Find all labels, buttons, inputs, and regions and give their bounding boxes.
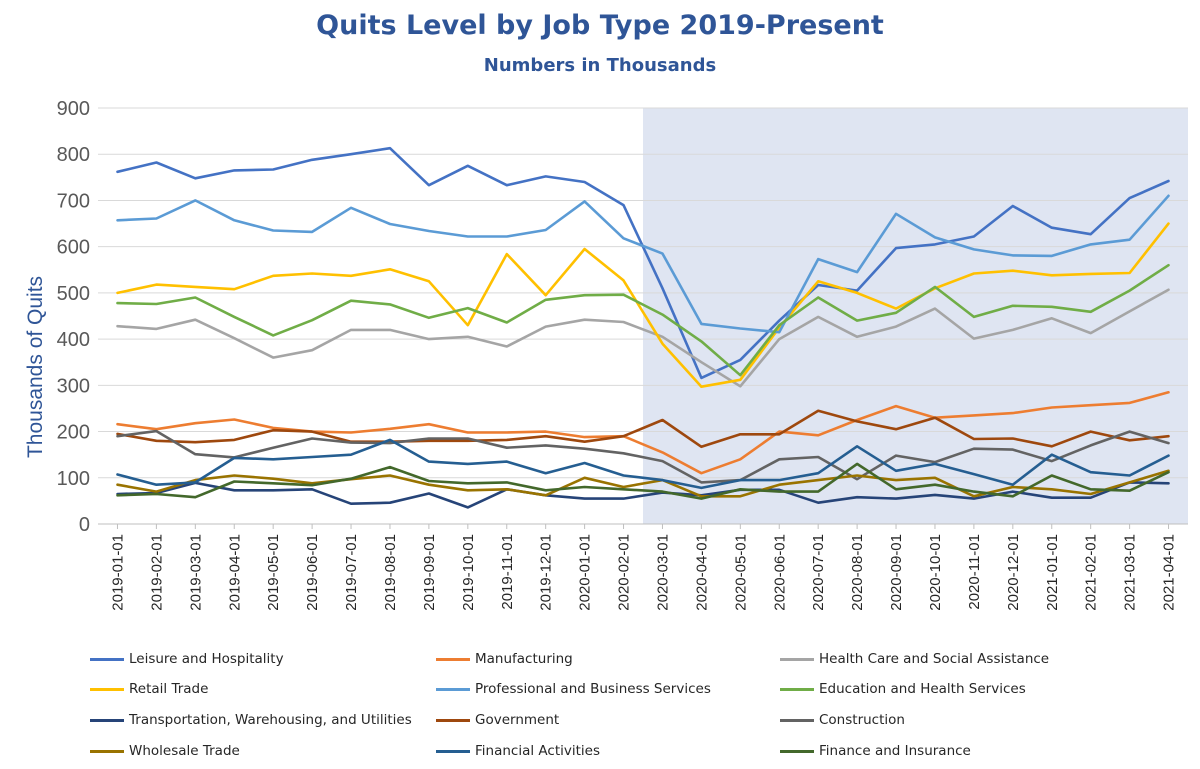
series-line — [116, 469, 1170, 498]
x-tick-label: 2020-03-01 — [654, 534, 671, 611]
chart-subtitle: Numbers in Thousands — [483, 55, 717, 76]
shaded-period — [643, 108, 1188, 524]
x-tick-label: 2019-04-01 — [226, 534, 243, 611]
x-tick-label: 2019-09-01 — [421, 534, 438, 611]
series-line — [116, 462, 1170, 500]
x-tick-label: 2021-04-01 — [1161, 534, 1178, 611]
x-tick-label: 2020-07-01 — [810, 534, 827, 611]
x-tick-label: 2020-02-01 — [616, 534, 633, 611]
series-lines — [116, 146, 1170, 509]
x-tick-label: 2020-12-01 — [1005, 534, 1022, 611]
x-tick-label: 2020-01-01 — [577, 534, 594, 611]
y-tick-label: 700 — [57, 190, 90, 212]
y-tick-label: 900 — [57, 98, 90, 120]
x-tick-label: 2021-02-01 — [1083, 534, 1100, 611]
y-tick-label: 200 — [57, 422, 90, 444]
x-tick-label: 2020-08-01 — [849, 534, 866, 611]
series-line — [116, 263, 1170, 377]
y-tick-label: 600 — [57, 237, 90, 259]
series-line — [116, 222, 1170, 389]
x-tick-label: 2020-05-01 — [732, 534, 749, 611]
series-line — [116, 438, 1170, 490]
x-axis-ticks: 2019-01-01 2019-02-01 2019-03-01 2019-04-01… — [109, 524, 1178, 611]
y-tick-label: 500 — [57, 283, 90, 305]
x-tick-label: 2019-06-01 — [304, 534, 321, 611]
x-tick-label: 2021-01-01 — [1044, 534, 1061, 611]
x-tick-label: 2019-11-01 — [499, 534, 516, 610]
x-tick-label: 2019-05-01 — [265, 534, 282, 611]
y-axis-label: Thousands of Quits — [24, 276, 47, 458]
x-tick-label: 2019-07-01 — [343, 534, 360, 611]
y-tick-label: 400 — [57, 329, 90, 351]
y-tick-label: 0 — [79, 514, 90, 536]
y-tick-label: 100 — [57, 468, 90, 490]
series-line — [116, 194, 1170, 334]
x-tick-label: 2019-03-01 — [187, 534, 204, 611]
y-tick-label: 800 — [57, 144, 90, 166]
series-line — [116, 409, 1170, 449]
x-tick-label: 2021-03-01 — [1122, 534, 1139, 611]
x-tick-label: 2020-09-01 — [888, 534, 905, 611]
x-tick-label: 2020-04-01 — [693, 534, 710, 611]
x-tick-label: 2020-10-01 — [927, 534, 944, 611]
x-tick-label: 2019-02-01 — [148, 534, 165, 611]
x-tick-label: 2019-10-01 — [460, 534, 477, 611]
x-tick-label: 2019-12-01 — [538, 534, 555, 611]
x-tick-label: 2020-11-01 — [966, 534, 983, 610]
x-tick-label: 2019-01-01 — [109, 534, 126, 611]
chart-title: Quits Level by Job Type 2019-Present — [316, 10, 884, 41]
series-line — [116, 288, 1170, 388]
x-tick-label: 2019-08-01 — [382, 534, 399, 611]
series-line — [116, 429, 1170, 484]
y-tick-label: 300 — [57, 375, 90, 397]
y-axis-ticks: 0 100 200 300 400 500 600 700 800 900 — [57, 98, 90, 536]
x-tick-label: 2020-06-01 — [771, 534, 788, 611]
